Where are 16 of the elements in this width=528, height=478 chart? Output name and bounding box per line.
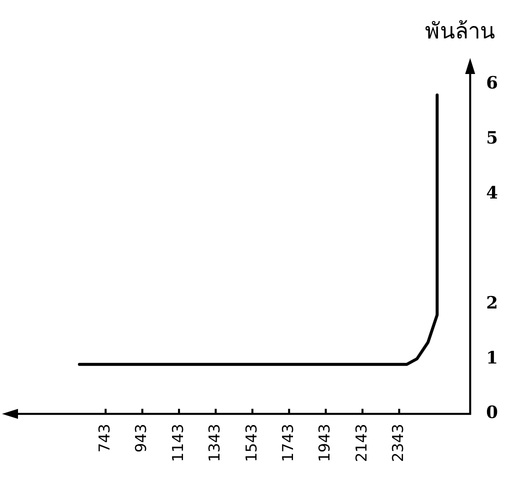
y-tick-label: 0: [486, 403, 498, 424]
y-tick-label: 1: [486, 348, 498, 368]
y-axis-title: พันล้าน: [425, 20, 496, 45]
x-tick-label: 2343: [389, 424, 408, 462]
y-tick-label: 5: [486, 128, 498, 148]
y-tick-label: 2: [486, 293, 498, 314]
x-tick-label: 943: [132, 424, 150, 452]
x-tick-label: 743: [96, 424, 114, 452]
x-tick-label: 2143: [352, 424, 370, 462]
x-tick-label: 1543: [242, 424, 260, 462]
y-tick-label: 6: [486, 73, 498, 94]
x-tick-label: 1743: [278, 424, 297, 462]
x-tick-label: 1943: [316, 424, 334, 462]
x-tick-label: 1343: [206, 424, 224, 462]
y-tick-label: 4: [486, 183, 498, 204]
x-tick-label: 1143: [168, 424, 187, 462]
